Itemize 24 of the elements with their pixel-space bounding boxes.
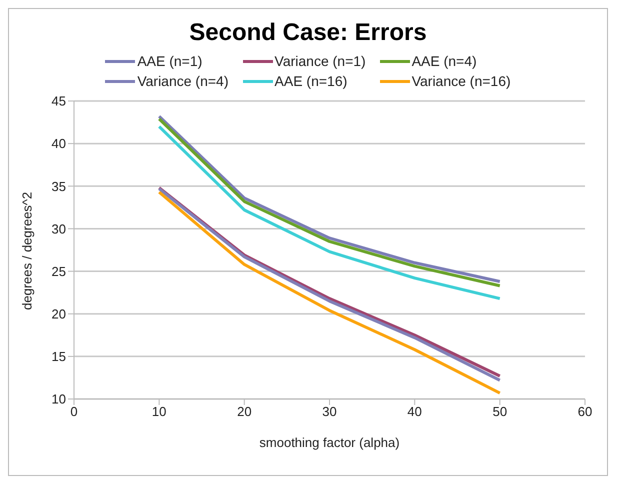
x-tick-label: 50	[492, 404, 508, 420]
y-tick-label: 15	[52, 349, 66, 364]
y-tick-label: 10	[52, 392, 66, 407]
x-tick-label: 10	[152, 404, 166, 420]
y-tick-label: 30	[52, 221, 66, 236]
legend-label: Variance (n=16)	[412, 73, 511, 89]
y-tick-label: 25	[52, 264, 66, 279]
y-tick-label: 35	[52, 178, 66, 194]
y-tick-label: 20	[52, 306, 66, 322]
y-axis-title: degrees / degrees^2	[20, 192, 35, 310]
x-tick-label: 60	[578, 404, 592, 420]
legend-label: AAE (n=16)	[274, 73, 348, 89]
legend-label: AAE (n=1)	[137, 53, 202, 69]
x-axis-title: smoothing factor (alpha)	[259, 435, 400, 450]
x-tick-label: 20	[237, 404, 252, 420]
y-tick-label: 45	[52, 94, 66, 109]
y-tick-label: 40	[52, 136, 66, 152]
x-tick-label: 30	[322, 404, 337, 420]
legend-label: Variance (n=1)	[274, 53, 366, 69]
x-tick-label: 40	[407, 404, 422, 420]
x-tick-label: 0	[70, 404, 78, 420]
legend-label: Variance (n=4)	[137, 73, 229, 89]
legend-label: AAE (n=4)	[412, 53, 477, 69]
chart-title: Second Case: Errors	[188, 19, 428, 47]
